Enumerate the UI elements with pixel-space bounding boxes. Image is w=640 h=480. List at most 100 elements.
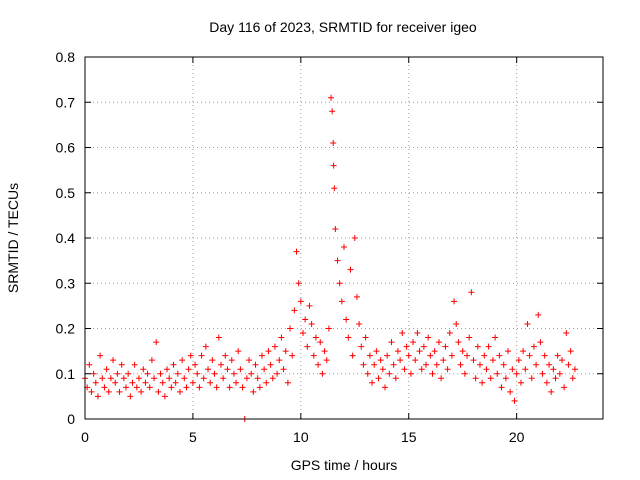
data-point — [522, 366, 529, 373]
data-point — [403, 343, 410, 350]
data-point — [464, 352, 471, 359]
data-point — [297, 298, 304, 305]
data-point — [334, 257, 341, 264]
data-point — [209, 357, 216, 364]
data-point — [500, 361, 507, 368]
data-point — [114, 370, 121, 377]
data-point — [541, 352, 548, 359]
data-point — [304, 343, 311, 350]
data-point — [97, 352, 104, 359]
data-point — [133, 384, 140, 391]
data-point — [517, 379, 524, 386]
data-point — [226, 384, 233, 391]
data-point — [511, 397, 518, 404]
data-point — [189, 379, 196, 386]
data-point — [239, 384, 246, 391]
data-point — [502, 375, 509, 382]
data-point — [263, 379, 270, 386]
data-point — [468, 289, 475, 296]
data-point — [535, 311, 542, 318]
data-point — [397, 357, 404, 364]
data-point — [384, 352, 391, 359]
data-point — [276, 357, 283, 364]
data-point — [507, 388, 514, 395]
data-point — [254, 375, 261, 382]
data-point — [94, 393, 101, 400]
y-tick-label: 0.5 — [56, 185, 76, 201]
y-tick-label: 0.1 — [56, 366, 76, 382]
data-point — [325, 325, 332, 332]
data-point — [494, 370, 501, 377]
data-point — [144, 370, 151, 377]
data-point — [228, 357, 235, 364]
data-point — [414, 330, 421, 337]
data-point — [343, 316, 350, 323]
data-point — [295, 280, 302, 287]
data-point — [429, 370, 436, 377]
data-point — [235, 348, 242, 355]
data-point — [552, 375, 559, 382]
data-point — [330, 139, 337, 146]
data-point — [435, 339, 442, 346]
data-point — [138, 388, 145, 395]
data-point — [364, 370, 371, 377]
data-point — [258, 352, 265, 359]
data-point — [269, 375, 276, 382]
data-point — [526, 352, 533, 359]
data-point — [418, 366, 425, 373]
data-points — [82, 94, 578, 422]
data-point — [412, 357, 419, 364]
y-axis-label: SRMTID / TECUs — [5, 183, 21, 293]
data-point — [423, 361, 430, 368]
data-point — [453, 320, 460, 327]
data-point — [116, 388, 123, 395]
y-tick-label: 0.4 — [56, 230, 76, 246]
data-point — [187, 352, 194, 359]
data-point — [200, 375, 207, 382]
data-point — [563, 330, 570, 337]
data-point — [373, 348, 380, 355]
data-point — [256, 384, 263, 391]
data-point — [520, 348, 527, 355]
data-point — [569, 375, 576, 382]
data-point — [215, 334, 222, 341]
data-point — [338, 298, 345, 305]
data-point — [366, 352, 373, 359]
data-point — [405, 352, 412, 359]
x-axis-label: GPS time / hours — [291, 457, 398, 473]
data-point — [90, 370, 97, 377]
data-point — [446, 330, 453, 337]
data-point — [448, 352, 455, 359]
data-point — [392, 375, 399, 382]
data-point — [237, 366, 244, 373]
data-point — [388, 339, 395, 346]
data-point — [265, 348, 272, 355]
data-point — [382, 384, 389, 391]
data-point — [427, 352, 434, 359]
data-point — [515, 357, 522, 364]
data-point — [331, 185, 338, 192]
data-point — [172, 379, 179, 386]
data-point — [336, 280, 343, 287]
data-point — [567, 348, 574, 355]
data-point — [159, 379, 166, 386]
data-point — [267, 361, 274, 368]
data-point — [299, 330, 306, 337]
y-tick-label: 0.3 — [56, 275, 76, 291]
data-point — [371, 361, 378, 368]
data-point — [120, 375, 127, 382]
y-tick-label: 0.6 — [56, 140, 76, 156]
data-point — [166, 375, 173, 382]
data-point — [110, 357, 117, 364]
grid — [85, 57, 603, 419]
data-point — [125, 370, 132, 377]
data-point — [543, 379, 550, 386]
data-point — [369, 379, 376, 386]
data-point — [386, 370, 393, 377]
data-point — [442, 343, 449, 350]
data-point — [341, 244, 347, 251]
data-point — [105, 388, 112, 395]
data-point — [312, 334, 319, 341]
